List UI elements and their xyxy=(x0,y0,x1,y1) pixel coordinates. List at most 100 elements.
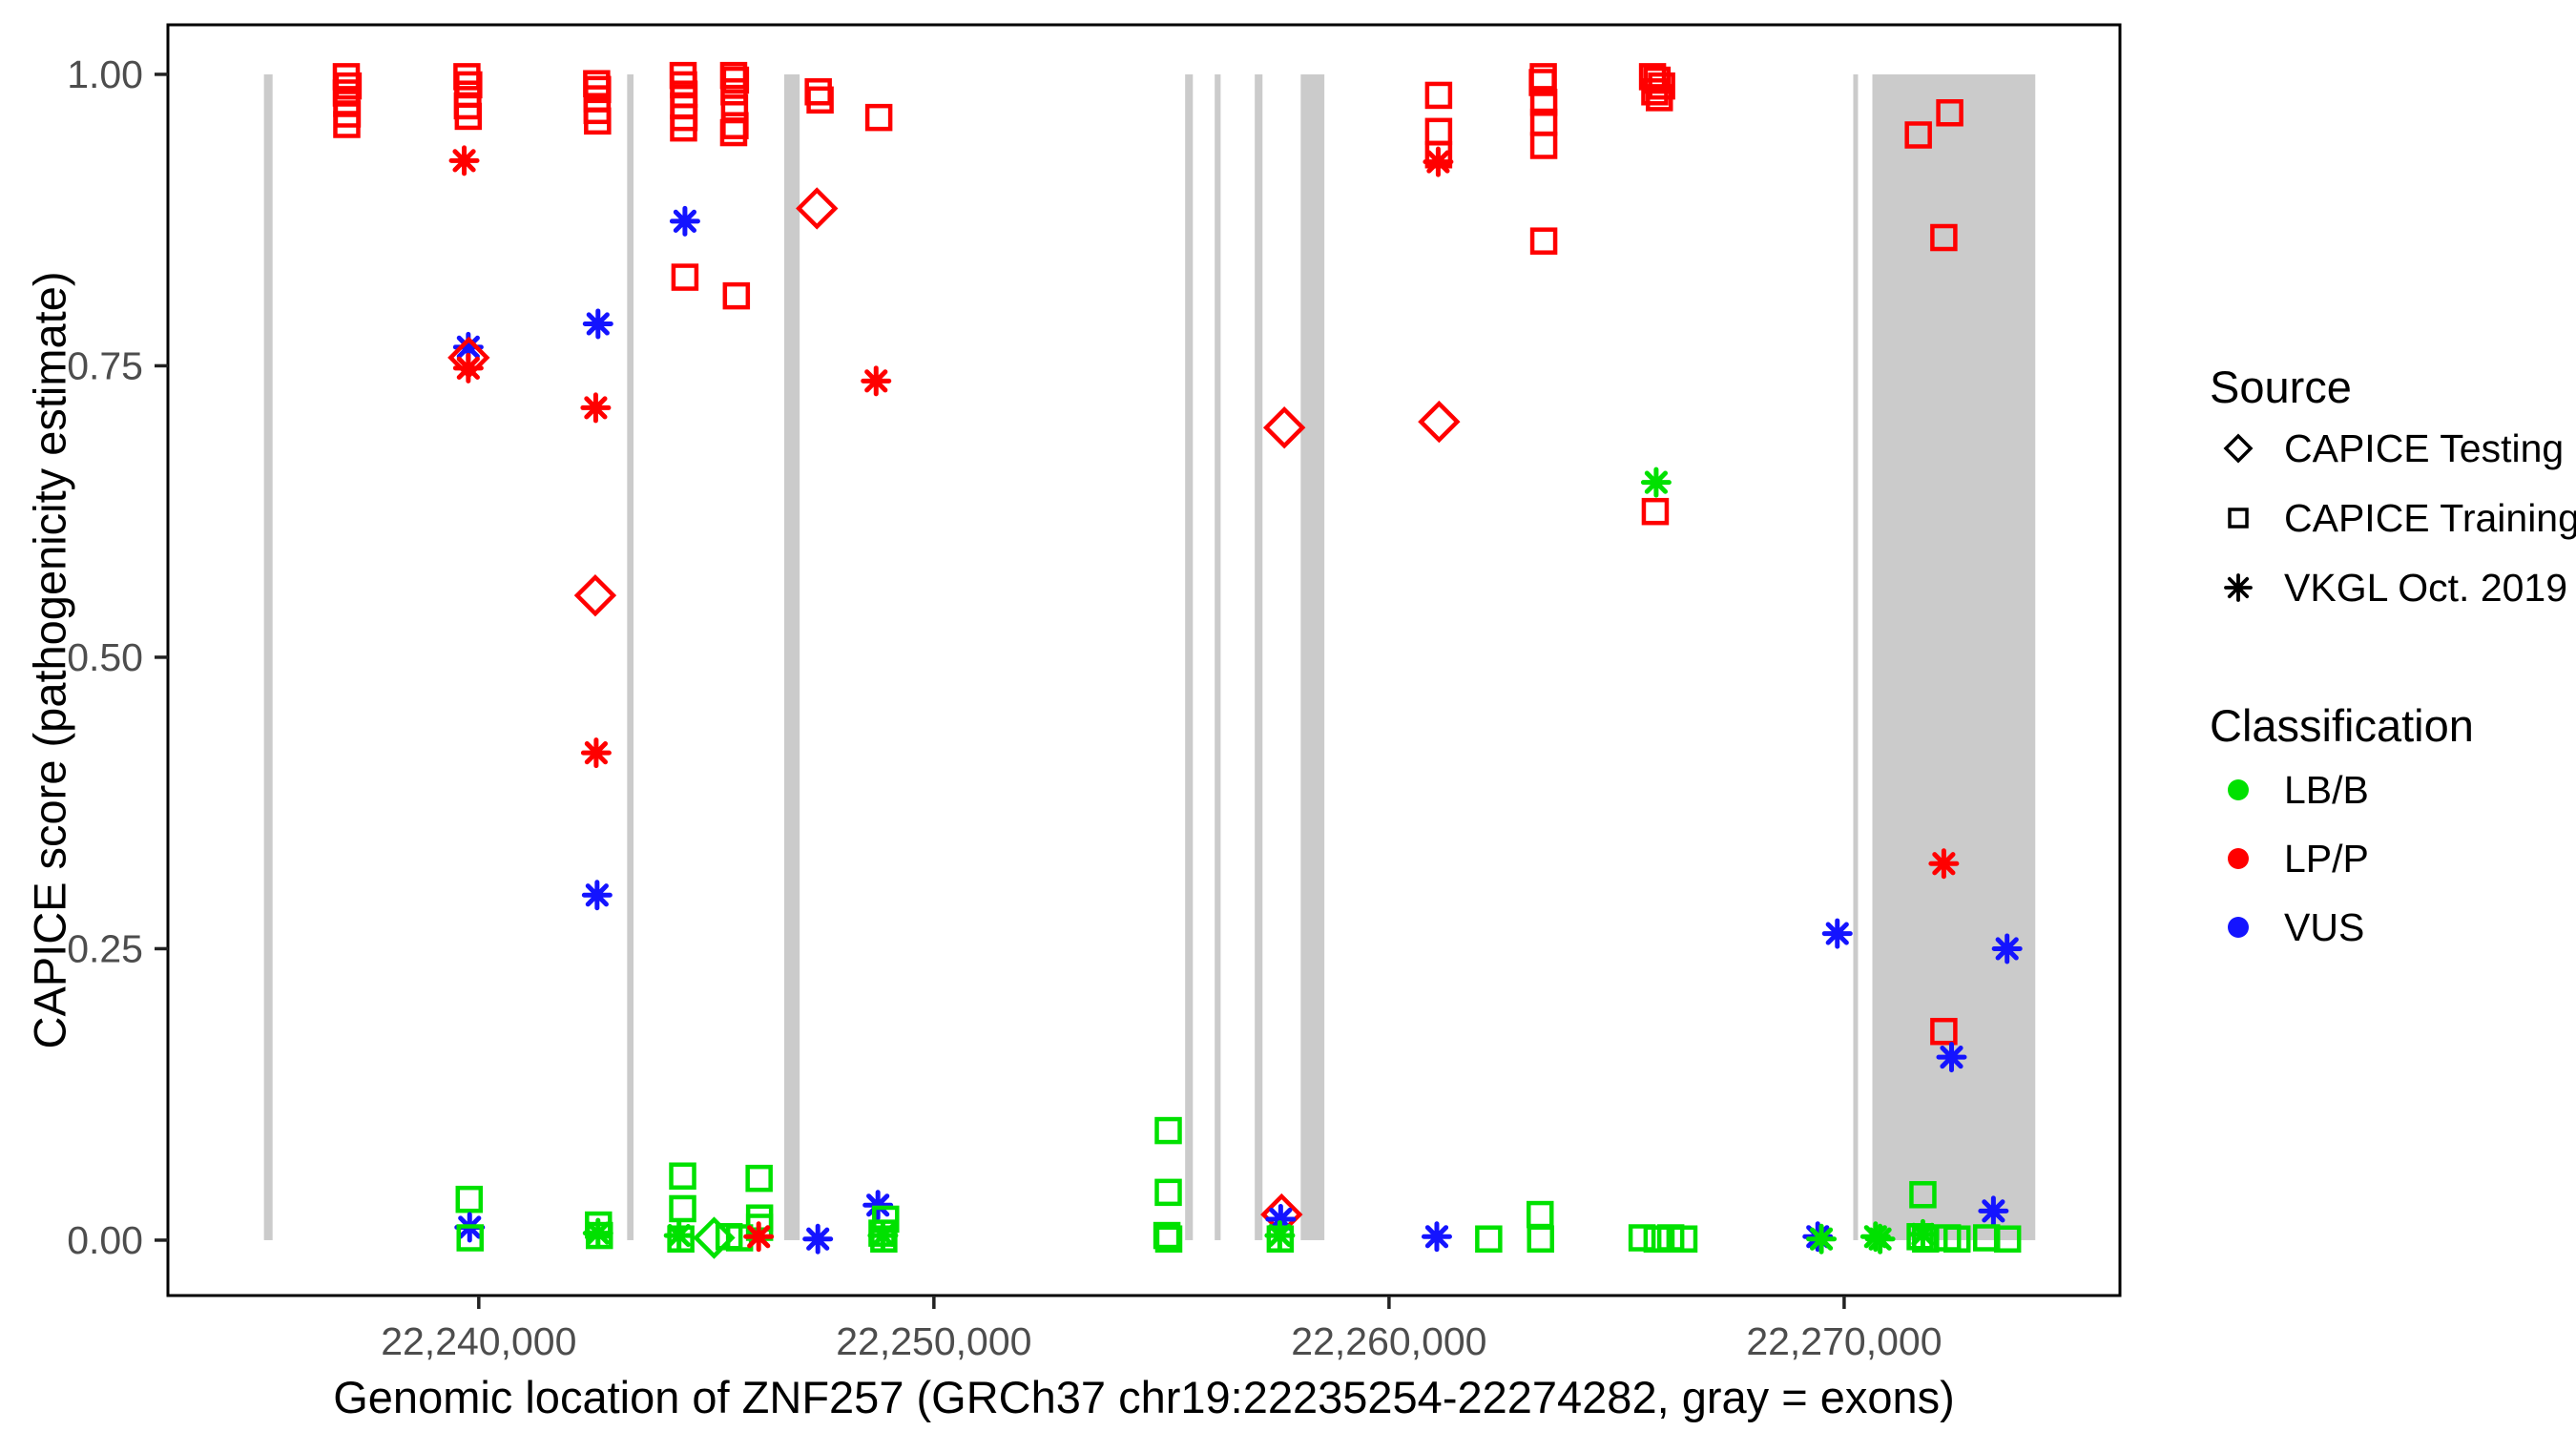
point-asterisk-LPP xyxy=(580,737,612,769)
point-asterisk-LBB xyxy=(663,1220,695,1252)
point-asterisk-LBB xyxy=(867,1220,899,1252)
point-square-LBB xyxy=(1909,1181,1937,1209)
green-dot-icon xyxy=(2228,779,2249,800)
point-asterisk-VUS xyxy=(1421,1221,1452,1253)
exon-rect xyxy=(1185,73,1194,1240)
point-square-LPP xyxy=(806,86,834,114)
point-square-LBB xyxy=(455,1185,484,1213)
point-square-LPP xyxy=(671,263,699,291)
point-asterisk-LPP xyxy=(452,352,484,384)
y-tick-label: 0.75 xyxy=(67,343,143,387)
x-axis-title: Genomic location of ZNF257 (GRCh37 chr19… xyxy=(333,1372,1955,1422)
point-asterisk-VUS xyxy=(862,1190,894,1221)
point-square-LBB xyxy=(1527,1200,1554,1229)
point-square-LPP xyxy=(720,78,748,106)
point-square-LPP xyxy=(583,70,611,97)
point-square-LBB xyxy=(870,1225,898,1253)
point-square-LBB xyxy=(1628,1224,1656,1252)
legend-item-label: LB/B xyxy=(2284,767,2369,812)
point-asterisk-LPP xyxy=(861,365,892,397)
point-asterisk-LPP xyxy=(1928,848,1960,880)
point-square-LPP xyxy=(1529,63,1557,91)
point-diamond-LPP xyxy=(796,187,839,230)
red-dot-icon xyxy=(2228,848,2249,869)
point-square-LPP xyxy=(1424,81,1453,110)
exon-rect xyxy=(627,73,634,1240)
x-tick-label: 22,260,000 xyxy=(1291,1319,1486,1363)
legend-item-vkgl: VKGL Oct. 2019 xyxy=(2212,553,2567,622)
point-square-LPP xyxy=(670,114,697,142)
y-axis-title: CAPICE score (pathogenicity estimate) xyxy=(24,271,75,1049)
legend-item-capice-testing: CAPICE Testing xyxy=(2212,414,2564,483)
exon-rect xyxy=(1255,73,1263,1240)
point-square-LPP xyxy=(584,107,612,135)
x-tick-label: 22,250,000 xyxy=(836,1319,1031,1363)
point-diamond-LPP xyxy=(573,573,617,617)
point-square-LBB xyxy=(669,1194,696,1223)
x-tick-label: 22,240,000 xyxy=(381,1319,576,1363)
point-square-LPP xyxy=(1904,121,1932,149)
exon-rect xyxy=(1215,73,1221,1240)
point-square-LPP xyxy=(864,103,893,132)
legend-item-lpp: LP/P xyxy=(2212,824,2369,893)
point-asterisk-VUS xyxy=(1265,1203,1297,1234)
point-asterisk-LBB xyxy=(1907,1218,1939,1250)
point-asterisk-LBB xyxy=(1640,467,1672,498)
point-square-LPP xyxy=(719,118,748,147)
exon-rect xyxy=(1300,73,1325,1240)
legend-classification-title: Classification xyxy=(2210,700,2474,751)
point-square-LPP xyxy=(1528,69,1556,96)
point-square-LBB xyxy=(667,1225,695,1253)
point-square-LPP xyxy=(1645,84,1673,112)
point-diamond-LPP xyxy=(1262,406,1306,449)
point-asterisk-VUS xyxy=(1936,1042,1967,1073)
x-tick-label: 22,270,000 xyxy=(1746,1319,1942,1363)
point-asterisk-VUS xyxy=(1991,933,2023,964)
legend-item-vus: VUS xyxy=(2212,893,2364,962)
point-square-LPP xyxy=(1930,1017,1958,1046)
point-diamond-LPP xyxy=(1418,400,1461,444)
point-asterisk-VUS xyxy=(452,331,484,363)
point-square-LBB xyxy=(745,1164,773,1192)
point-square-LBB xyxy=(1154,1178,1182,1207)
point-square-LBB xyxy=(1643,1225,1672,1253)
point-asterisk-VUS xyxy=(581,880,613,911)
exon-rect xyxy=(783,73,800,1240)
point-asterisk-VUS xyxy=(582,308,613,340)
legend-item-lbb: LB/B xyxy=(2212,756,2369,824)
point-square-LPP xyxy=(1936,99,1963,127)
blue-dot-icon xyxy=(2228,917,2249,938)
point-square-LBB xyxy=(1527,1225,1554,1253)
diamond-icon xyxy=(2223,433,2254,464)
point-square-LPP xyxy=(1424,117,1453,146)
square-icon xyxy=(2228,508,2249,529)
point-asterisk-LPP xyxy=(448,145,480,176)
point-square-LPP xyxy=(1529,132,1558,159)
point-square-LPP xyxy=(1930,223,1958,252)
legend-item-label: VKGL Oct. 2019 xyxy=(2284,565,2568,610)
legend-source-title: Source xyxy=(2210,362,2352,412)
point-square-LPP xyxy=(722,281,751,310)
point-asterisk-VUS xyxy=(802,1223,834,1255)
point-asterisk-LPP xyxy=(580,392,612,424)
legend-item-label: CAPICE Training xyxy=(2284,495,2576,540)
point-square-LPP xyxy=(1641,78,1669,106)
point-square-LBB xyxy=(1266,1225,1295,1253)
point-asterisk-VUS xyxy=(1821,918,1853,949)
point-square-LPP xyxy=(1641,497,1670,526)
panel-border xyxy=(166,23,2122,1297)
point-asterisk-LPP xyxy=(743,1221,775,1253)
exon-rect xyxy=(1853,73,1859,1240)
point-asterisk-LBB xyxy=(582,1217,613,1249)
point-square-LBB xyxy=(456,1224,485,1252)
exon-rect xyxy=(263,73,273,1240)
point-asterisk-LBB xyxy=(1264,1220,1296,1252)
legend-item-label: LP/P xyxy=(2284,836,2369,881)
point-asterisk-LBB xyxy=(1806,1223,1838,1255)
y-tick-label: 0.25 xyxy=(67,926,143,970)
point-square-LBB xyxy=(1670,1225,1698,1253)
point-square-LPP xyxy=(333,111,361,138)
point-square-LBB xyxy=(1154,1225,1183,1253)
point-square-LPP xyxy=(1529,89,1558,116)
